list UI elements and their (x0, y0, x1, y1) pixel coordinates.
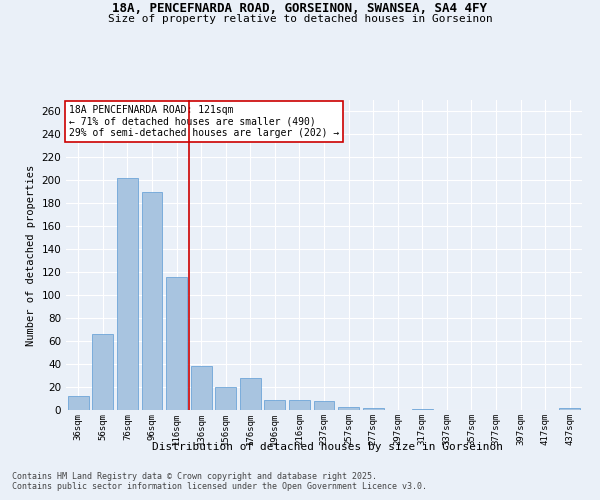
Bar (559, 408, 580, 410)
Bar (289, 400, 310, 410)
Bar (240, 378, 261, 410)
Text: Distribution of detached houses by size in Gorseinon: Distribution of detached houses by size … (151, 442, 503, 452)
Bar (117, 178, 138, 410)
Bar (412, 409, 433, 410)
Bar (338, 406, 359, 410)
Bar (265, 400, 286, 410)
Bar (92, 334, 113, 410)
Bar (191, 366, 212, 410)
Bar (362, 408, 383, 410)
Text: 18A PENCEFNARDA ROAD: 121sqm
← 71% of detached houses are smaller (490)
29% of s: 18A PENCEFNARDA ROAD: 121sqm ← 71% of de… (68, 104, 339, 138)
Text: Contains HM Land Registry data © Crown copyright and database right 2025.: Contains HM Land Registry data © Crown c… (12, 472, 377, 481)
Bar (314, 401, 334, 410)
Bar (68, 396, 89, 410)
Bar (166, 277, 187, 410)
Text: 18A, PENCEFNARDA ROAD, GORSEINON, SWANSEA, SA4 4FY: 18A, PENCEFNARDA ROAD, GORSEINON, SWANSE… (113, 2, 487, 16)
Bar (215, 387, 236, 410)
Text: Contains public sector information licensed under the Open Government Licence v3: Contains public sector information licen… (12, 482, 427, 491)
Bar (142, 192, 163, 410)
Y-axis label: Number of detached properties: Number of detached properties (26, 164, 36, 346)
Text: Size of property relative to detached houses in Gorseinon: Size of property relative to detached ho… (107, 14, 493, 24)
